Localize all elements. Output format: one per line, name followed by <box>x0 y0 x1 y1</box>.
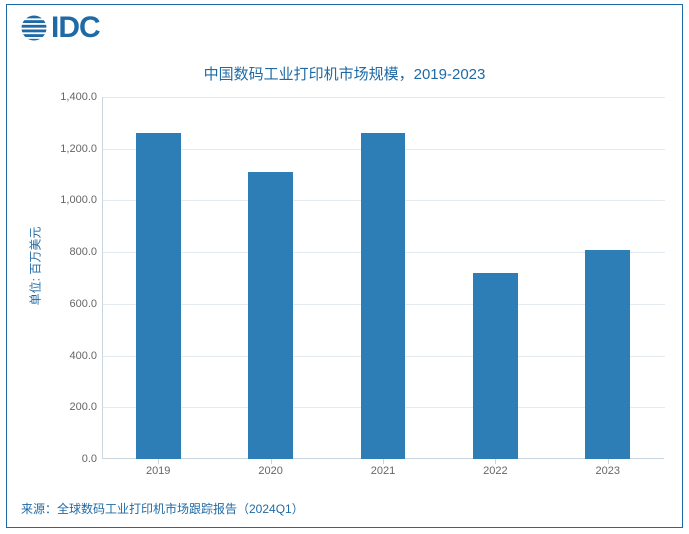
x-tick-label: 2022 <box>483 465 507 477</box>
y-tick-label: 0.0 <box>41 453 97 465</box>
x-tick-label: 2023 <box>596 465 620 477</box>
x-tick-mark <box>383 459 384 464</box>
source-text: 来源：全球数码工业打印机市场跟踪报告（2024Q1） <box>21 500 304 517</box>
bar <box>248 172 293 459</box>
chart-title: 中国数码工业打印机市场规模，2019-2023 <box>7 63 682 84</box>
y-tick-label: 600.0 <box>41 298 97 310</box>
plot-area: 0.0200.0400.0600.0800.01,000.01,200.01,4… <box>102 97 664 459</box>
x-tick-mark <box>158 459 159 464</box>
y-tick-label: 1,400.0 <box>41 91 97 103</box>
x-tick-mark <box>608 459 609 464</box>
x-tick-label: 2020 <box>258 465 282 477</box>
y-tick-label: 200.0 <box>41 401 97 413</box>
y-tick-label: 800.0 <box>41 246 97 258</box>
x-tick-label: 2021 <box>371 465 395 477</box>
bar <box>136 133 181 459</box>
y-axis-label: 单位: 百万美元 <box>27 227 44 306</box>
idc-globe-icon <box>19 13 49 43</box>
x-tick-label: 2019 <box>146 465 170 477</box>
chart-frame: IDC 中国数码工业打印机市场规模，2019-2023 单位: 百万美元 0.0… <box>6 4 683 528</box>
idc-logo: IDC <box>19 13 100 43</box>
bar <box>361 133 406 459</box>
x-tick-mark <box>271 459 272 464</box>
bar <box>585 250 630 459</box>
logo-text: IDC <box>51 13 100 43</box>
x-tick-mark <box>495 459 496 464</box>
y-tick-label: 1,000.0 <box>41 194 97 206</box>
y-tick-label: 400.0 <box>41 350 97 362</box>
y-tick-label: 1,200.0 <box>41 143 97 155</box>
bar <box>473 273 518 459</box>
